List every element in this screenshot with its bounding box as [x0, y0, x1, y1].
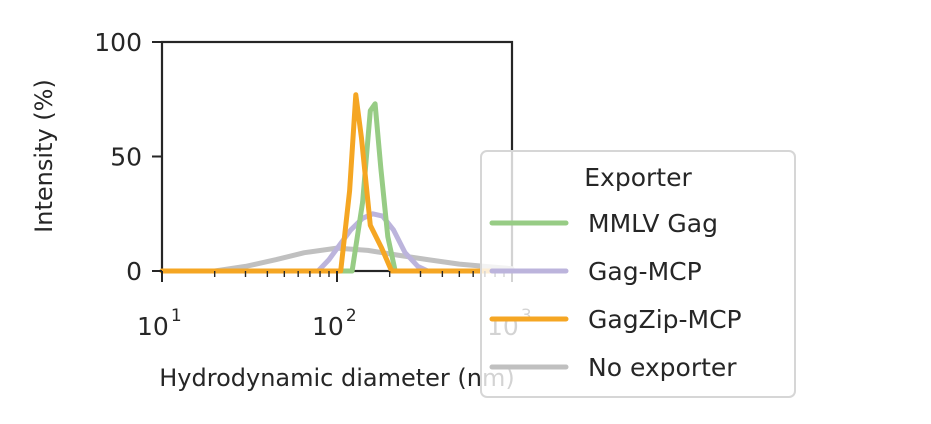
legend-entry-label: GagZip-MCP — [588, 305, 742, 334]
x-tick-label: 10 1 — [137, 306, 182, 341]
y-axis-label: Intensity (%) — [30, 79, 58, 233]
x-tick-label: 10 2 — [312, 306, 357, 341]
legend-entry-label: MMLV Gag — [588, 209, 718, 238]
axes — [160, 40, 514, 273]
legend-box — [480, 150, 796, 398]
series-line-gagzip-mcp — [159, 92, 515, 274]
y-tick-label: 100 — [94, 28, 142, 57]
legend-title: Exporter — [584, 163, 692, 192]
series-layer — [159, 92, 515, 274]
x-axis-label: Hydrodynamic diameter (nm) — [159, 364, 514, 392]
y-tick-label: 50 — [110, 143, 142, 172]
legend-entry-label: No exporter — [588, 353, 737, 382]
legend-entry-label: Gag-MCP — [588, 257, 702, 286]
ticks-layer: 050100101102103Hydrodynamic diameter (nm… — [30, 28, 532, 392]
legend: Exporter MMLV Gag Gag-MCP GagZip-MCP No expo… — [480, 150, 796, 398]
series-line-no-exporter — [159, 245, 515, 274]
plot-frame — [160, 40, 514, 273]
y-tick-label: 0 — [126, 257, 142, 286]
